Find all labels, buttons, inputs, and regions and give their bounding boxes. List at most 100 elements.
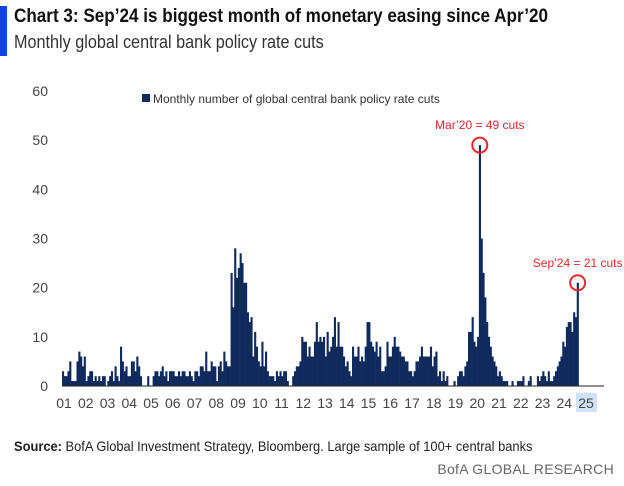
bar <box>109 376 112 386</box>
bar <box>292 376 295 386</box>
bar <box>65 376 68 386</box>
bar <box>174 376 177 386</box>
bar <box>91 371 94 386</box>
bar <box>283 371 286 386</box>
bar <box>569 322 572 386</box>
bar <box>464 366 467 386</box>
bar <box>232 307 235 386</box>
bar <box>98 376 101 386</box>
bar <box>76 361 79 386</box>
bar <box>277 376 280 386</box>
bar <box>462 376 465 386</box>
bar <box>321 341 324 386</box>
bar <box>154 371 157 386</box>
bar <box>87 376 90 386</box>
x-tick-label: 10 <box>252 395 268 411</box>
bar <box>63 376 66 386</box>
bar <box>506 381 509 386</box>
bar <box>435 351 438 386</box>
bar <box>475 346 478 386</box>
bar <box>96 381 99 386</box>
bar <box>306 356 309 386</box>
bar <box>495 366 498 386</box>
x-tick-label: 05 <box>143 395 159 411</box>
bar <box>295 366 298 386</box>
bar <box>139 376 143 386</box>
bar <box>118 381 121 386</box>
bar <box>110 371 114 386</box>
bar <box>203 371 206 386</box>
bar <box>257 361 260 386</box>
bar <box>335 346 338 386</box>
x-tick-label: 16 <box>382 395 398 411</box>
bar <box>266 371 269 386</box>
bar <box>384 366 387 386</box>
bar <box>544 376 547 386</box>
bar <box>390 356 393 386</box>
chart-title: Chart 3: Sep’24 is biggest month of mone… <box>14 6 549 27</box>
bar <box>410 371 413 386</box>
bar <box>207 371 210 386</box>
bar <box>197 376 201 386</box>
bar <box>342 356 346 386</box>
bar <box>230 272 233 386</box>
bar <box>549 381 552 386</box>
bar <box>156 371 159 386</box>
bar <box>158 376 161 386</box>
bar <box>299 361 302 386</box>
bar <box>205 351 208 386</box>
bar <box>196 371 199 386</box>
bar <box>78 351 81 386</box>
bar <box>243 282 246 386</box>
bar <box>564 346 567 386</box>
x-tick-label: 21 <box>491 395 507 411</box>
bar <box>439 371 442 386</box>
bar <box>225 361 228 386</box>
bar <box>529 376 532 386</box>
x-tick-label: 02 <box>78 395 94 411</box>
bar <box>478 145 481 386</box>
bar <box>417 361 420 386</box>
bar <box>415 361 418 386</box>
bar <box>183 371 186 386</box>
bar <box>540 376 543 386</box>
bar <box>468 331 471 386</box>
bar <box>194 371 197 386</box>
y-tick-label: 10 <box>32 329 48 345</box>
bar <box>284 371 288 386</box>
bar <box>332 336 335 386</box>
bar <box>395 346 398 386</box>
x-tick-label: 11 <box>274 395 289 411</box>
bar <box>165 371 168 386</box>
bar <box>304 341 307 386</box>
bar <box>152 376 155 386</box>
accent-bar <box>0 6 7 56</box>
x-tick-label: 19 <box>448 395 464 411</box>
bar <box>72 381 75 386</box>
bar <box>223 351 226 386</box>
bar <box>466 361 469 386</box>
bar <box>62 371 65 386</box>
bar <box>437 376 440 386</box>
bar <box>433 356 436 386</box>
bar <box>567 322 570 386</box>
bar <box>536 376 539 386</box>
bar <box>234 248 237 386</box>
bar <box>348 371 351 386</box>
x-tick-label: 24 <box>556 395 572 411</box>
bar <box>547 371 550 386</box>
annotation-circle <box>569 274 587 292</box>
y-tick-label: 60 <box>32 83 48 99</box>
bar <box>413 371 416 386</box>
bar <box>312 356 315 386</box>
y-tick-label: 50 <box>32 132 48 148</box>
bar <box>386 341 389 386</box>
bar <box>422 356 425 386</box>
bar <box>411 376 414 386</box>
x-tick-label: 23 <box>535 395 551 411</box>
bar <box>147 376 150 386</box>
bar <box>368 322 371 386</box>
bar <box>333 317 336 386</box>
bar <box>504 381 507 386</box>
bar <box>493 361 496 386</box>
